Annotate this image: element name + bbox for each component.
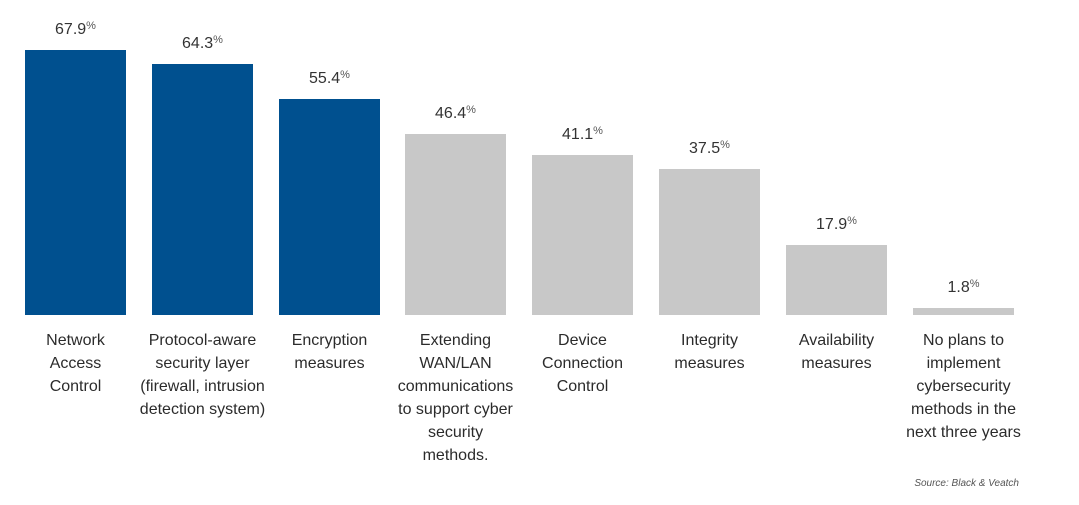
category-label: Integrity measures xyxy=(674,332,745,372)
bar xyxy=(405,134,506,315)
bar xyxy=(532,155,633,315)
data-label: 55.4% xyxy=(309,69,350,87)
bar xyxy=(152,64,253,315)
category-label: No plans to implement cybersecurity methods… xyxy=(906,332,1021,441)
data-label: 17.9% xyxy=(816,215,857,233)
bar xyxy=(25,50,126,315)
bar xyxy=(659,169,760,315)
category-label: Device Connection Control xyxy=(542,332,623,395)
data-label: 67.9% xyxy=(55,20,96,38)
data-label: 41.1% xyxy=(562,125,603,143)
bar xyxy=(913,308,1014,315)
data-label: 64.3% xyxy=(182,34,223,52)
category-label: Encryption measures xyxy=(291,332,368,372)
category-label: Network Access Control xyxy=(46,332,105,395)
data-label: 37.5% xyxy=(689,139,730,157)
data-label: 46.4% xyxy=(435,104,476,122)
bar xyxy=(786,245,887,315)
category-label: Extending WAN/LAN communications to support… xyxy=(397,332,514,464)
source-note: Source: Black & Veatch xyxy=(914,478,1019,489)
data-label: 1.8% xyxy=(947,278,980,296)
bar xyxy=(279,99,380,315)
category-label: Availability measures xyxy=(798,332,875,372)
category-label: Protocol-aware security layer (firewall, i… xyxy=(139,332,266,418)
